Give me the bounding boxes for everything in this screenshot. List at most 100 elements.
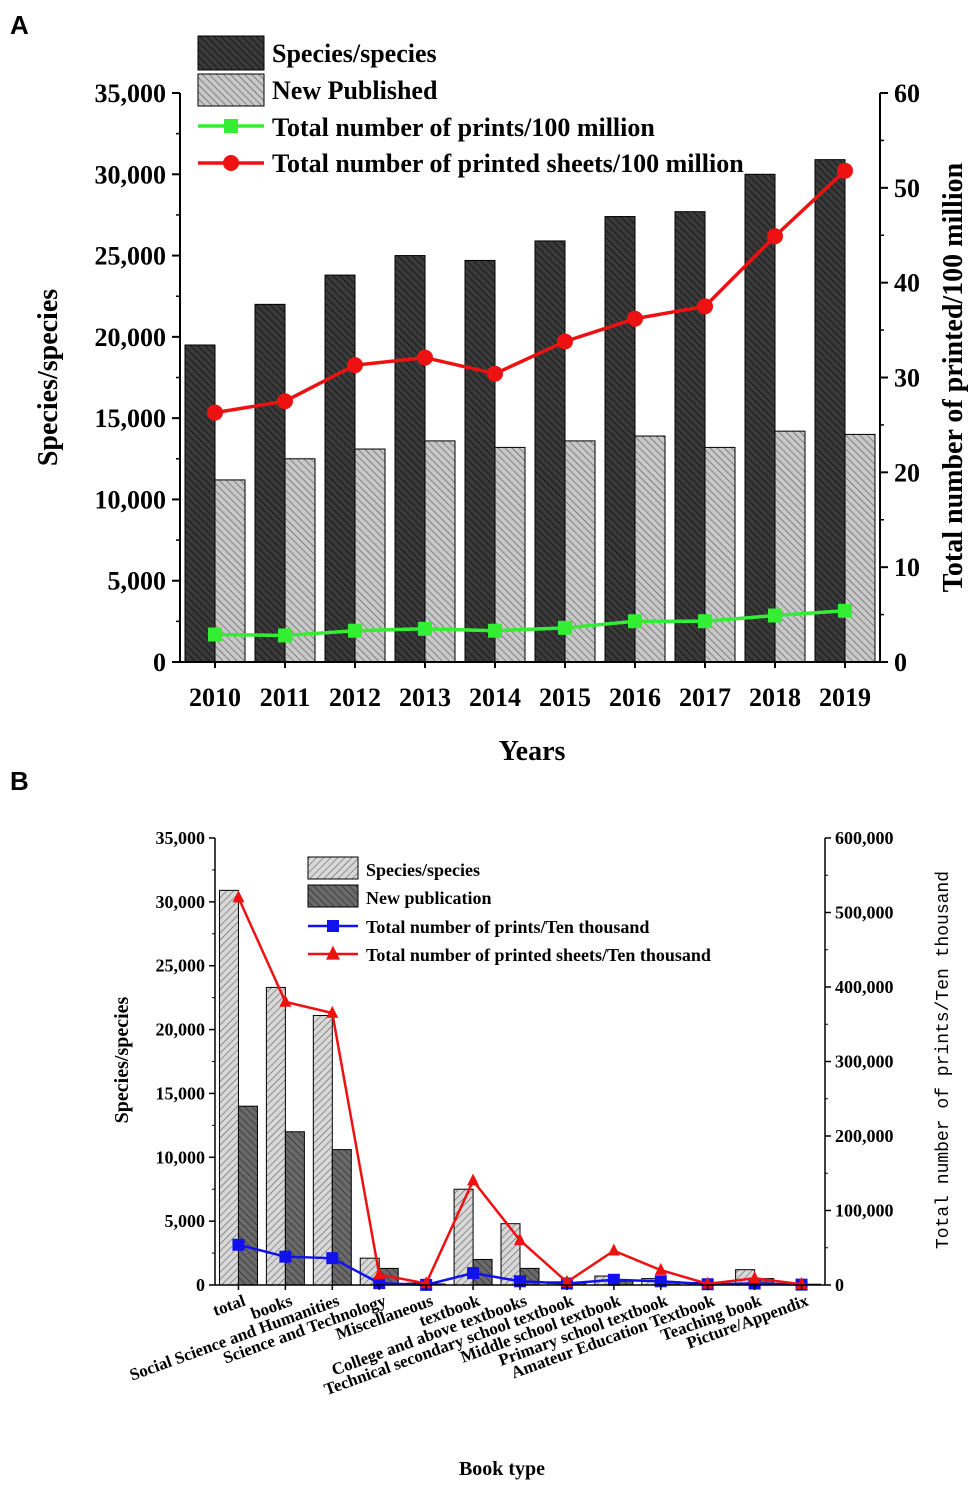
sheets-point-2011 bbox=[277, 393, 293, 410]
prints-point-b-0 bbox=[232, 1238, 245, 1251]
right-tick-label: 60 bbox=[894, 79, 920, 108]
bar-species-2 bbox=[312, 1015, 333, 1286]
left-tick-label: 5,000 bbox=[108, 567, 167, 596]
prints-point-2017 bbox=[698, 614, 712, 629]
legend-label: Species/species bbox=[272, 39, 437, 68]
prints-point-b-1 bbox=[279, 1250, 292, 1263]
sheets-point-2018 bbox=[767, 228, 783, 245]
legend-marker-prints bbox=[224, 119, 238, 133]
left-tick-label-b: 0 bbox=[196, 1275, 205, 1295]
sheets-point-b-0 bbox=[232, 890, 245, 903]
prints-point-2016 bbox=[628, 614, 642, 629]
legend-marker-sheets-b bbox=[326, 945, 340, 960]
right-tick-label-b: 300,000 bbox=[835, 1052, 894, 1072]
sheets-point-2015 bbox=[557, 333, 573, 350]
x-tick-label: 2010 bbox=[189, 683, 241, 712]
right-axis-title-b: Total number of prints/Ten thousand bbox=[934, 871, 954, 1249]
sheets-point-2012 bbox=[347, 357, 363, 374]
sheets-point-b-5 bbox=[467, 1173, 480, 1186]
prints-point-b-8 bbox=[607, 1273, 620, 1286]
right-tick-label: 20 bbox=[894, 458, 920, 487]
right-tick-label-b: 200,000 bbox=[835, 1126, 894, 1146]
left-tick-label: 35,000 bbox=[95, 79, 167, 108]
sheets-point-b-9 bbox=[654, 1262, 667, 1275]
right-tick-label-b: 400,000 bbox=[835, 977, 894, 997]
sheets-point-2010 bbox=[207, 404, 223, 421]
sheets-point-b-3 bbox=[373, 1267, 386, 1280]
bar-species-2014 bbox=[464, 259, 496, 663]
legend-swatch-species bbox=[197, 35, 265, 71]
legend-label-b: Total number of prints/Ten thousand bbox=[366, 917, 649, 937]
bar-species-2019 bbox=[814, 159, 846, 663]
bar-new-published-2017 bbox=[704, 446, 736, 663]
bar-new-published-2018 bbox=[774, 430, 806, 663]
bar-new-publication-0 bbox=[237, 1105, 258, 1286]
x-tick-label: 2015 bbox=[539, 683, 591, 712]
x-axis-title: Years bbox=[499, 736, 566, 767]
left-tick-label-b: 30,000 bbox=[156, 892, 206, 912]
panel-letter-b: B bbox=[10, 766, 29, 796]
right-tick-label-b: 0 bbox=[835, 1275, 844, 1295]
sheets-point-2016 bbox=[627, 310, 643, 327]
x-tick-label: 2012 bbox=[329, 683, 381, 712]
sheets-point-b-8 bbox=[607, 1243, 620, 1256]
prints-point-2018 bbox=[768, 608, 782, 623]
prints-point-2010 bbox=[208, 627, 222, 642]
bar-species-2012 bbox=[324, 274, 356, 663]
left-tick-label: 15,000 bbox=[95, 404, 167, 433]
bar-species-2010 bbox=[184, 344, 216, 663]
legend-marker-prints-b bbox=[327, 920, 339, 932]
prints-point-2012 bbox=[348, 623, 362, 638]
prints-point-b-5 bbox=[467, 1267, 480, 1280]
x-tick-label: 2019 bbox=[819, 683, 871, 712]
bar-species-2015 bbox=[534, 240, 566, 663]
right-tick-label: 40 bbox=[894, 269, 920, 298]
left-tick-label: 0 bbox=[153, 648, 166, 677]
x-tick-label: 2018 bbox=[749, 683, 801, 712]
bar-new-published-2019 bbox=[844, 433, 876, 663]
legend-label-b: New publication bbox=[366, 888, 492, 908]
left-tick-label-b: 15,000 bbox=[156, 1083, 206, 1103]
prints-point-2011 bbox=[278, 628, 292, 643]
x-tick-label: 2017 bbox=[679, 683, 731, 712]
legend-label: New Published bbox=[272, 76, 438, 105]
sheets-point-b-6 bbox=[514, 1233, 526, 1246]
prints-point-2013 bbox=[418, 621, 432, 636]
bar-species-2013 bbox=[394, 255, 426, 663]
bar-species-0 bbox=[218, 889, 239, 1286]
x-tick-label: 2016 bbox=[609, 683, 661, 712]
right-tick-label: 10 bbox=[894, 553, 920, 582]
bar-new-publication-2 bbox=[331, 1149, 352, 1286]
right-tick-label-b: 100,000 bbox=[835, 1201, 894, 1221]
legend-a: Species/species New Published Total number… bbox=[197, 35, 744, 178]
x-axis-title-b: Book type bbox=[459, 1458, 545, 1480]
bar-species-2016 bbox=[604, 216, 636, 663]
prints-point-b-2 bbox=[326, 1252, 339, 1265]
legend-marker-sheets bbox=[223, 155, 239, 171]
printed-sheets-line bbox=[214, 169, 847, 415]
left-tick-label-b: 25,000 bbox=[156, 956, 206, 976]
panel-a: A 0 5,000 10,000 15,000 20,000 25,000 30,000 35,… bbox=[10, 10, 969, 767]
right-tick-label: 30 bbox=[894, 364, 920, 393]
legend-swatch-species-b bbox=[307, 856, 359, 880]
legend-swatch-new-published bbox=[197, 73, 265, 107]
left-tick-label: 20,000 bbox=[95, 323, 167, 352]
right-tick-label-b: 600,000 bbox=[835, 828, 894, 848]
legend-label-b: Species/species bbox=[366, 860, 480, 880]
sheets-point-b-2 bbox=[326, 1005, 339, 1018]
bar-species-1 bbox=[265, 986, 286, 1286]
x-tick-label-b: total bbox=[210, 1291, 248, 1320]
left-tick-label: 10,000 bbox=[95, 485, 167, 514]
panel-b: B 0 5,000 10,000 15,000 20,000 25,000 30,000 35,… bbox=[10, 766, 954, 1480]
left-tick-label-b: 5,000 bbox=[165, 1211, 206, 1231]
left-tick-label: 25,000 bbox=[95, 242, 167, 271]
bar-species-2017 bbox=[674, 211, 706, 663]
right-tick-label-b: 500,000 bbox=[835, 903, 894, 923]
legend-b: Species/species New publication Total numb… bbox=[307, 856, 711, 965]
prints-point-2014 bbox=[488, 623, 502, 638]
prints-point-b-3 bbox=[373, 1277, 386, 1290]
x-tick-label: 2013 bbox=[399, 683, 451, 712]
bar-species-2018 bbox=[744, 173, 776, 663]
bar-species-2011 bbox=[254, 303, 286, 663]
